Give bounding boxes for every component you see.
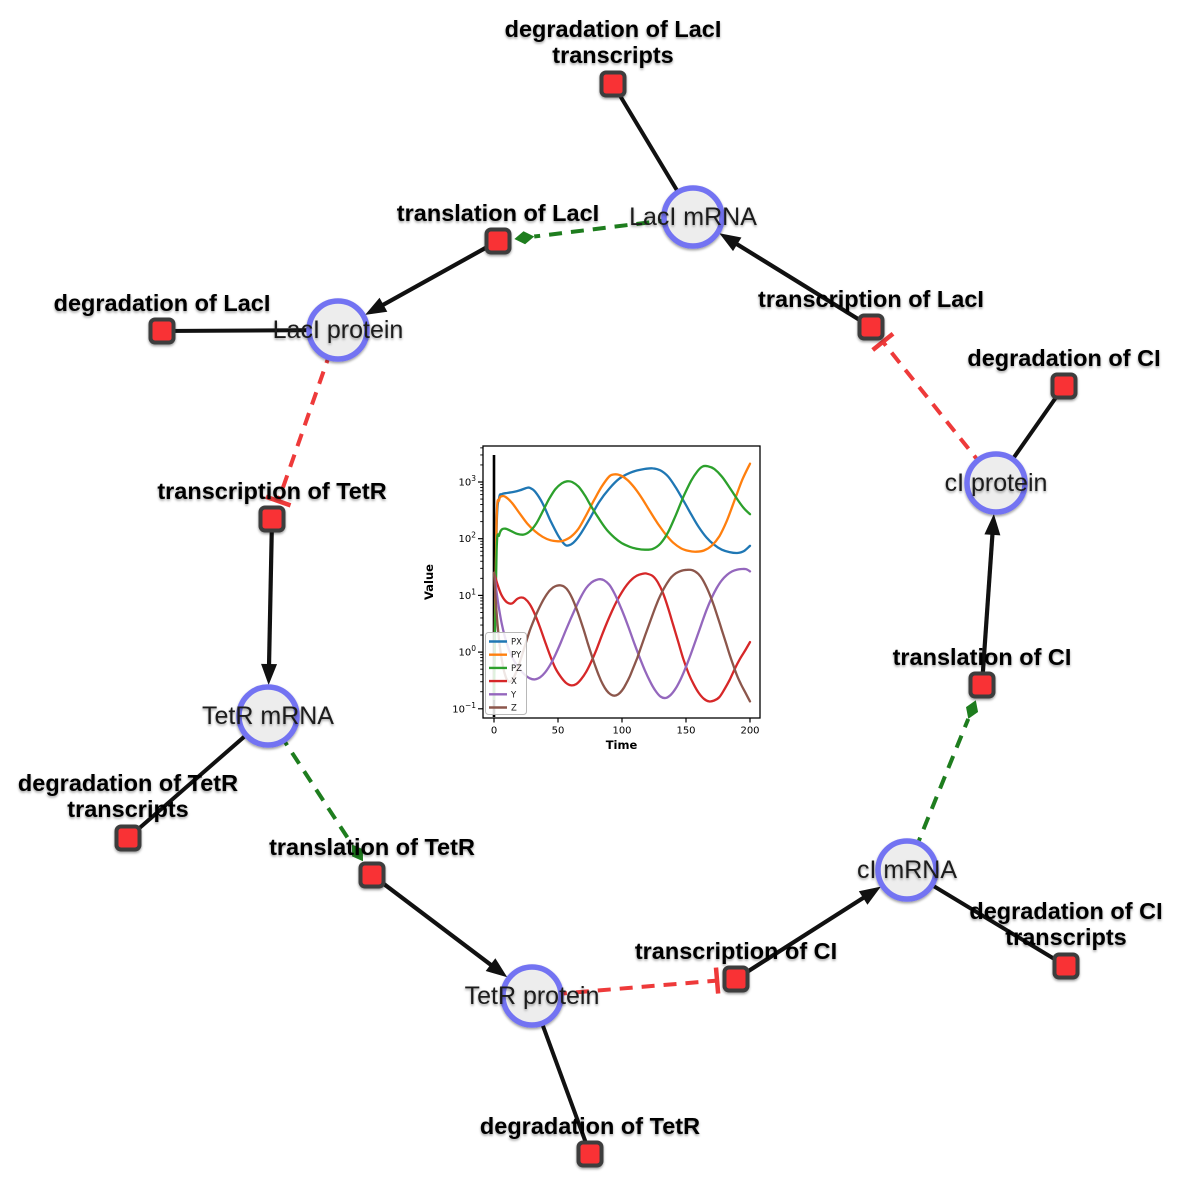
chart-series-PX — [492, 467, 752, 700]
chart-legend-label-X: X — [511, 677, 517, 687]
chart-series-PY — [492, 462, 752, 700]
chart-series-layer — [492, 455, 752, 717]
edge-tetr_mrna-tl_tetr-diamond — [352, 844, 363, 862]
edge-tx_tetr-tetr_mrna-arrowhead — [261, 663, 278, 686]
reaction-label-deg_tetr_tx-line1: degradation of TetR — [18, 770, 238, 796]
reaction-label-deg_tetr_tx-line2: transcripts — [67, 796, 188, 822]
edge-tl_tetr-tetr_protein-arrowhead — [485, 958, 508, 978]
edge-tetr_protein-tx_ci-tbar — [713, 967, 721, 994]
edge-tl_tetr-tetr_protein-line — [370, 873, 494, 968]
chart-series-X — [492, 571, 752, 703]
reaction-label-tl_laci: translation of LacI — [397, 200, 599, 226]
reaction-nodes-layer — [114, 70, 1080, 1168]
edge-tl_laci-laci_protein-line — [380, 239, 500, 308]
edge-tx_ci-ci_mrna — [734, 886, 881, 981]
reaction-node-deg_ci[interactable] — [1050, 372, 1078, 400]
chart-y-tick-label: 101 — [458, 587, 476, 602]
chart-ylabel: Value — [422, 564, 436, 600]
chart-series-Y — [492, 567, 752, 700]
reaction-node-tl_tetr[interactable] — [358, 861, 386, 889]
reaction-label-tl_tetr: translation of TetR — [269, 834, 475, 860]
species-label-laci_mrna: LacI mRNA — [629, 203, 757, 231]
edge-laci_mrna-tl_laci-diamond — [514, 231, 535, 245]
reaction-label-deg_laci_tx-line2: transcripts — [552, 42, 673, 68]
reaction-node-deg_tetr[interactable] — [576, 1140, 604, 1168]
edge-tl_laci-laci_protein-arrowhead — [365, 297, 388, 315]
reaction-label-tl_ci: translation of CI — [893, 644, 1072, 670]
species-label-ci_mrna: cI mRNA — [857, 856, 957, 884]
reaction-node-deg_ci_tx[interactable] — [1052, 952, 1080, 980]
edge-tx_tetr-tetr_mrna-line — [266, 518, 275, 667]
chart-x-tick-label: 50 — [552, 726, 565, 737]
reaction-node-tx_ci[interactable] — [722, 965, 750, 993]
chart-x-tick-label: 200 — [740, 726, 759, 737]
reaction-label-deg_ci: degradation of CI — [967, 345, 1160, 371]
species-node-laci_protein[interactable] — [306, 298, 370, 362]
chart-legend-label-PX: PX — [511, 638, 522, 648]
reaction-node-deg_laci[interactable] — [148, 317, 176, 345]
edge-tl_ci-ci_protein — [979, 513, 1001, 686]
reaction-label-deg_ci_tx-line1: degradation of CI — [969, 898, 1162, 924]
edge-tl_tetr-tetr_protein — [370, 873, 508, 978]
species-node-tetr_mrna[interactable] — [236, 684, 300, 748]
edge-tx_ci-ci_mrna-arrowhead — [858, 886, 881, 905]
reaction-node-tl_ci[interactable] — [968, 671, 996, 699]
labels-layer: LacI mRNA LacI protein TetR mRNA TetR prote… — [18, 16, 1163, 1139]
edge-ci_mrna-tl_ci-diamond — [966, 700, 979, 719]
reaction-label-tx_ci: transcription of CI — [635, 938, 837, 964]
reaction-node-deg_tetr_tx[interactable] — [114, 824, 142, 852]
edge-tl_ci-ci_protein-line — [979, 532, 995, 686]
chart-x-tick-label: 100 — [612, 726, 631, 737]
chart-legend-label-Y: Y — [510, 690, 517, 700]
chart-series-PZ — [492, 464, 752, 700]
chart-legend-label-PY: PY — [511, 651, 522, 661]
edge-tx_tetr-tetr_mrna — [261, 518, 278, 686]
chart-y-tick-label: 102 — [458, 531, 476, 546]
reaction-node-tl_laci[interactable] — [484, 227, 512, 255]
chart-legend: PX PY PZ XYZ — [485, 632, 527, 715]
chart-x-tick-label: 0 — [491, 726, 497, 737]
reaction-label-tx_tetr: transcription of TetR — [157, 478, 386, 504]
species-label-tetr_mrna: TetR mRNA — [202, 702, 334, 730]
chart-background — [483, 446, 760, 718]
reaction-label-deg_ci_tx-line2: transcripts — [1005, 924, 1126, 950]
edge-tx_ci-ci_mrna-line — [734, 895, 866, 981]
species-node-ci_mrna[interactable] — [875, 838, 939, 902]
chart-y-tick-label: 10−1 — [452, 701, 476, 716]
reaction-node-tx_tetr[interactable] — [258, 505, 286, 533]
edge-tx_laci-laci_mrna-arrowhead — [719, 233, 742, 252]
edge-tl_ci-ci_protein-arrowhead — [984, 513, 1001, 536]
chart-legend-label-PZ: PZ — [511, 664, 522, 674]
inset-chart: 0 50 100 150 20010310210110010−1TimeValuePXP… — [422, 445, 761, 752]
reaction-label-deg_laci_tx-line1: degradation of LacI — [505, 16, 722, 42]
chart-y-tick-label: 103 — [458, 474, 476, 489]
reaction-label-deg_tetr: degradation of TetR — [480, 1113, 700, 1139]
species-label-laci_protein: LacI protein — [273, 316, 404, 344]
species-node-laci_mrna[interactable] — [661, 185, 725, 249]
species-node-tetr_protein[interactable] — [500, 964, 564, 1028]
species-node-ci_protein[interactable] — [964, 451, 1028, 515]
reaction-label-tx_laci: transcription of LacI — [758, 286, 984, 312]
species-nodes-layer — [236, 185, 1028, 1028]
edge-tx_laci-laci_mrna-line — [734, 241, 873, 329]
species-label-ci_protein: cI protein — [945, 469, 1048, 497]
chart-x-tick-label: 150 — [676, 726, 695, 737]
chart-legend-label-Z: Z — [511, 704, 517, 714]
reaction-node-deg_laci_tx[interactable] — [599, 70, 627, 98]
edge-laci_protein-tx_tetr-tbar — [265, 494, 292, 508]
edge-ci_protein-tx_laci-tbar — [871, 331, 895, 352]
edge-tx_laci-laci_mrna — [719, 233, 873, 329]
species-label-tetr_protein: TetR protein — [465, 982, 600, 1010]
chart-y-tick-label: 100 — [458, 644, 476, 659]
edge-tl_laci-laci_protein — [365, 239, 500, 315]
chart-xlabel: Time — [606, 738, 638, 752]
reaction-node-tx_laci[interactable] — [857, 313, 885, 341]
reaction-label-deg_laci: degradation of LacI — [54, 290, 271, 316]
